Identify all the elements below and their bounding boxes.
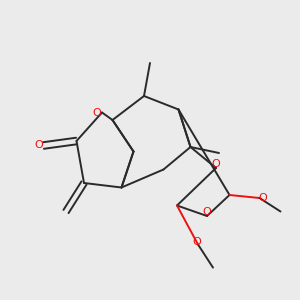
- Text: O: O: [258, 193, 267, 203]
- Text: O: O: [212, 159, 220, 170]
- Text: O: O: [192, 237, 201, 247]
- Text: O: O: [202, 207, 211, 218]
- Text: O: O: [34, 140, 43, 151]
- Text: O: O: [92, 107, 101, 118]
